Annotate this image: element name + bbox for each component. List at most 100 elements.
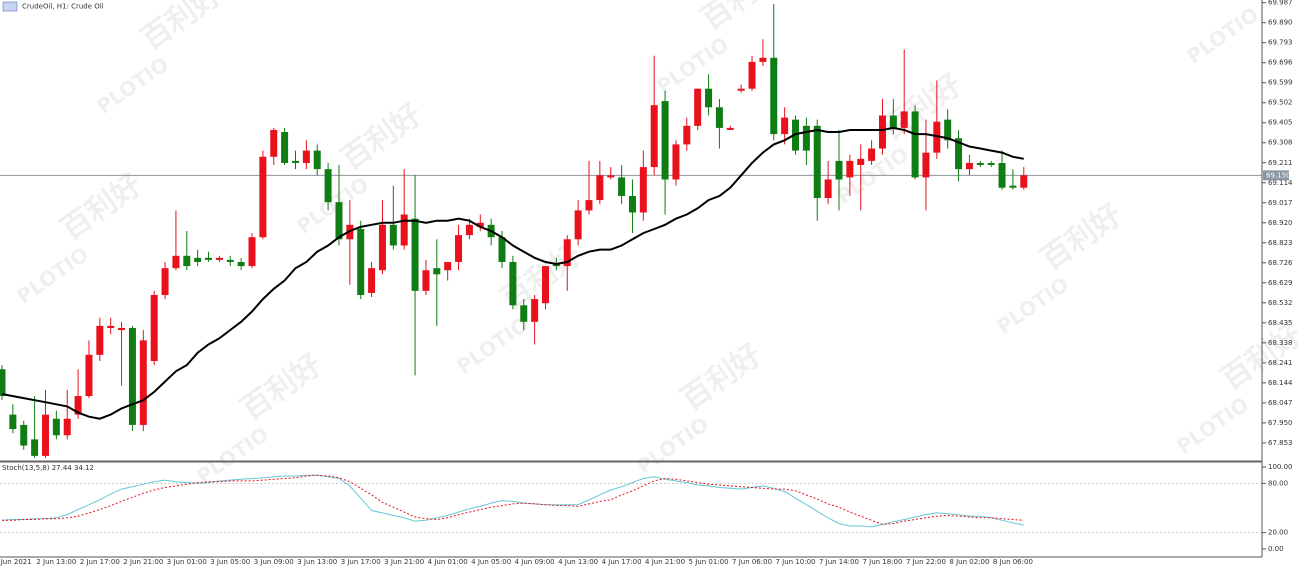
y-tick-label: 68.920: [1268, 219, 1293, 227]
y-tick-label: 69.696: [1268, 59, 1293, 67]
candle-body: [628, 195, 636, 213]
candle-body: [889, 115, 897, 128]
y-tick-label: 69.987: [1268, 0, 1293, 7]
candle-body: [150, 294, 158, 361]
candle-body: [313, 150, 321, 170]
x-tick-label: 4 Jun 05:00: [471, 558, 511, 566]
candle-body: [302, 150, 310, 163]
y-tick-label: 68.823: [1268, 239, 1293, 247]
candle-body: [672, 144, 680, 180]
candle-body: [737, 88, 745, 91]
candle-body: [574, 210, 582, 240]
candle-body: [824, 179, 832, 199]
candle-body: [607, 175, 615, 178]
y-tick-label: 67.950: [1268, 419, 1293, 427]
candle-body: [161, 268, 169, 295]
candle-body: [802, 125, 810, 151]
candle-body: [878, 115, 886, 149]
candle-body: [781, 117, 789, 135]
y-tick-label: 68.338: [1268, 339, 1293, 347]
candle-body: [291, 160, 299, 163]
x-tick-label: 3 Jun 01:00: [167, 558, 207, 566]
candle-body: [868, 148, 876, 161]
candle-body: [922, 152, 930, 178]
y-tick-label: 69.502: [1268, 99, 1293, 107]
candle-body: [955, 138, 963, 170]
candle-body: [759, 57, 767, 62]
candle-body: [639, 167, 647, 213]
candle-body: [128, 327, 136, 425]
candle-body: [378, 224, 386, 271]
candle-body: [389, 224, 397, 246]
candle-body: [498, 237, 506, 262]
candle-body: [748, 61, 756, 89]
candle-body: [400, 214, 408, 246]
stoch-line: [2, 474, 1024, 525]
candle-body: [683, 125, 691, 145]
y-tick-label: 69.599: [1268, 79, 1293, 87]
x-tick-label: 8 Jun 06:00: [993, 558, 1033, 566]
candle-body: [139, 340, 147, 425]
candle-body: [998, 162, 1006, 188]
candle-body: [465, 224, 473, 236]
x-tick-label: 7 Jun 18:00: [862, 558, 902, 566]
moving-average: [1, 126, 1024, 420]
candle-body: [976, 162, 984, 166]
candle-body: [552, 264, 560, 267]
candle-body: [422, 270, 430, 291]
candle-body: [542, 266, 549, 304]
candle-body: [987, 162, 995, 166]
y-tick-label: 69.211: [1268, 159, 1293, 167]
y-tick-label: 68.532: [1268, 299, 1293, 307]
x-tick-label: 3 Jun 05:00: [210, 558, 250, 566]
candle-body: [324, 169, 332, 203]
candle-body: [476, 222, 484, 227]
candle-body: [965, 162, 973, 170]
y-tick-label: 69.308: [1268, 139, 1293, 147]
x-tick-label: 2 Jun 21:00: [123, 558, 163, 566]
candle-body: [357, 228, 365, 295]
candle-body: [194, 257, 202, 262]
y-tick-label: 69.017: [1268, 199, 1293, 207]
x-tick-label: 7 Jun 14:00: [819, 558, 859, 566]
candle-body: [9, 414, 17, 430]
x-tick-label: 7 Jun 22:00: [906, 558, 946, 566]
y-tick-label: 69.890: [1268, 19, 1293, 27]
y-tick-label: 0.00: [1268, 545, 1284, 553]
candle-body: [31, 439, 39, 456]
candle-body: [41, 414, 49, 456]
y-tick-label: 68.629: [1268, 279, 1293, 287]
x-tick-label: 8 Jun 02:00: [949, 558, 989, 566]
current-price-label: 69.150: [1266, 171, 1291, 179]
candle-body: [183, 255, 191, 267]
candle-body: [661, 101, 669, 180]
candle-body: [618, 177, 626, 196]
candle-body: [857, 158, 865, 166]
x-tick-label: 4 Jun 17:00: [602, 558, 642, 566]
x-tick-label: 4 Jun 09:00: [515, 558, 555, 566]
candle-body: [433, 268, 441, 275]
y-tick-label: 80.00: [1268, 479, 1288, 487]
candle-body: [509, 261, 517, 306]
x-tick-label: 4 Jun 13:00: [558, 558, 598, 566]
candle-body: [226, 259, 234, 262]
indicator-title: Stoch(13,5,8) 27.44 34.12: [2, 464, 94, 472]
x-tick-label: 5 Jun 01:00: [689, 558, 729, 566]
candle-body: [411, 218, 419, 291]
y-tick-label: 69.793: [1268, 39, 1293, 47]
candle-body: [259, 156, 267, 238]
candle-body: [85, 354, 93, 397]
x-tick-label: 3 Jun 21:00: [384, 558, 424, 566]
candle-body: [813, 125, 821, 199]
candle-body: [281, 132, 289, 163]
candle-body: [237, 261, 245, 267]
candle-body: [335, 202, 343, 240]
x-tick-label: 3 Jun 17:00: [341, 558, 381, 566]
candle-body: [215, 257, 223, 260]
x-tick-label: 2 Jun 2021: [0, 558, 32, 566]
candle-body: [705, 88, 713, 108]
candle-body: [74, 396, 82, 415]
